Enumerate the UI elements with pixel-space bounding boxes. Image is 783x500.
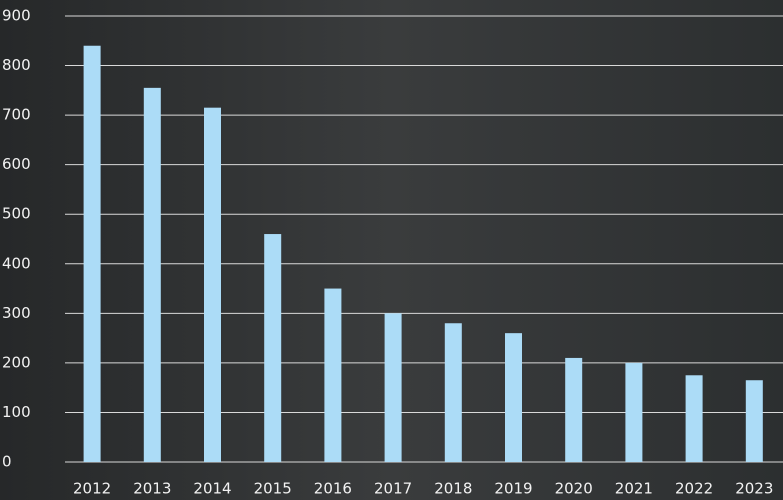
x-tick-label: 2020 <box>555 480 593 498</box>
bar <box>384 313 402 462</box>
x-tick-label: 2018 <box>434 480 472 498</box>
x-tick-label: 2014 <box>193 480 231 498</box>
x-tick-label: 2023 <box>735 480 773 498</box>
x-tick-label: 2012 <box>73 480 111 498</box>
y-tick-label: 300 <box>2 304 31 322</box>
bar <box>143 87 161 462</box>
y-tick-label: 800 <box>2 56 31 74</box>
bar <box>204 107 221 462</box>
x-tick-label: 2021 <box>615 480 653 498</box>
y-tick-label: 700 <box>2 106 31 124</box>
y-tick-label: 200 <box>2 353 31 371</box>
x-tick-label: 2013 <box>133 480 171 498</box>
y-tick-label: 900 <box>2 7 31 25</box>
bar <box>264 234 282 462</box>
bar <box>625 362 643 462</box>
bar <box>505 333 522 462</box>
x-tick-label: 2015 <box>254 480 292 498</box>
y-tick-label: 400 <box>2 254 31 272</box>
y-tick-label: 0 <box>2 453 12 471</box>
y-tick-label: 100 <box>2 403 31 421</box>
x-tick-label: 2022 <box>675 480 713 498</box>
bar <box>565 357 583 462</box>
y-tick-label: 500 <box>2 205 31 223</box>
bar <box>685 375 703 462</box>
x-tick-label: 2017 <box>374 480 412 498</box>
bar <box>83 45 101 462</box>
bar <box>745 380 763 462</box>
bar <box>444 323 462 462</box>
y-tick-label: 600 <box>2 155 31 173</box>
bar <box>324 288 342 462</box>
x-tick-label: 2019 <box>494 480 532 498</box>
x-tick-label: 2016 <box>314 480 352 498</box>
